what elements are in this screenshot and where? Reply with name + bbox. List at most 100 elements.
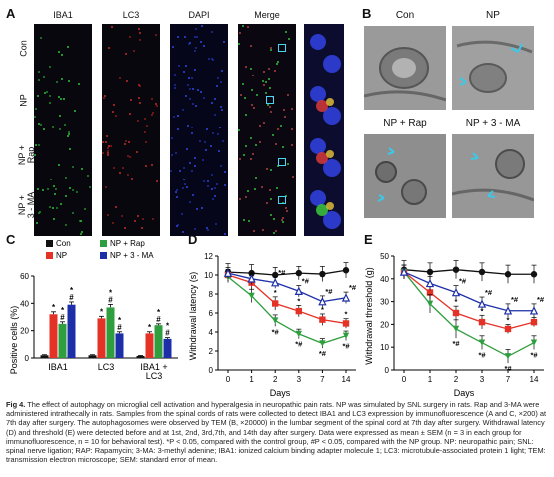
- y-tick-label: 10: [204, 271, 213, 280]
- zoom-inset: [304, 76, 344, 132]
- roi-box: [278, 158, 286, 166]
- y-tick-label: 60: [20, 272, 29, 281]
- significance-mark: #: [117, 323, 122, 332]
- micrograph-panel: [170, 24, 228, 80]
- data-point: [342, 267, 350, 274]
- roi-box: [266, 96, 274, 104]
- significance-mark: *#: [459, 277, 467, 286]
- significance-mark: #: [60, 313, 65, 322]
- data-point: [530, 318, 538, 326]
- legend-label: Con: [56, 239, 71, 248]
- data-point: [452, 266, 460, 273]
- data-point: [319, 270, 326, 278]
- series-line: [403, 271, 534, 312]
- series-line: [403, 271, 535, 358]
- data-point: [271, 278, 280, 287]
- data-point: [478, 318, 486, 326]
- significance-mark: *#: [511, 295, 519, 304]
- x-tick-label: 1: [249, 375, 254, 384]
- micrograph-panel: [34, 24, 92, 80]
- x-tick-label: 0: [226, 375, 231, 384]
- category-label: IBA1 +: [140, 362, 167, 372]
- zoom-inset: [304, 180, 344, 236]
- tem-image-np-3ma: [452, 134, 534, 218]
- chart-c-legend: Con NP NP + Rap NP + 3 - MA: [46, 239, 154, 260]
- tem-title-con: Con: [395, 10, 415, 21]
- data-point: [341, 293, 351, 302]
- y-tick-label: 30: [380, 298, 389, 307]
- bar: [163, 338, 172, 358]
- data-point: [504, 353, 512, 360]
- micrograph-panel: [238, 128, 296, 184]
- significance-mark: *#: [530, 350, 538, 359]
- data-point: [530, 339, 538, 346]
- x-tick-label: 7: [506, 375, 511, 384]
- bar: [145, 333, 154, 358]
- data-point: [478, 268, 486, 276]
- data-point: [342, 332, 350, 339]
- x-tick-label: 1: [428, 375, 433, 384]
- x-tick-label: 7: [320, 375, 325, 384]
- x-tick-label: 3: [297, 375, 302, 384]
- x-tick-label: 2: [273, 375, 278, 384]
- category-label: LC3: [146, 371, 163, 381]
- y-tick-label: 0: [385, 366, 390, 375]
- roi-box: [278, 44, 286, 52]
- significance-mark: *: [148, 323, 152, 332]
- significance-mark: *#: [302, 276, 310, 285]
- significance-mark: *#: [485, 288, 493, 297]
- x-tick-label: 2: [454, 375, 459, 384]
- panel-label-c: C: [6, 232, 16, 247]
- data-point: [399, 267, 409, 276]
- bar: [88, 355, 97, 358]
- legend-label: NP: [56, 251, 67, 260]
- data-point: [342, 320, 350, 327]
- data-point: [529, 306, 539, 315]
- significance-mark: #: [156, 315, 161, 324]
- micrograph-panel: [238, 180, 296, 236]
- x-tick-label: 3: [480, 375, 485, 384]
- data-point: [452, 309, 460, 317]
- significance-mark: *: [61, 306, 65, 315]
- significance-mark: *#: [504, 364, 512, 373]
- category-label: IBA1: [48, 362, 68, 372]
- chart-d-ylabel: Withdrawal latency (s): [188, 272, 198, 361]
- chart-d-xlabel: Days: [270, 388, 291, 398]
- y-tick-label: 4: [209, 328, 214, 337]
- micrograph-panel: [34, 180, 92, 236]
- data-point: [295, 330, 302, 338]
- significance-mark: *: [507, 315, 510, 324]
- data-point: [223, 268, 233, 277]
- legend-swatch: [46, 240, 53, 247]
- significance-mark: *: [109, 288, 113, 297]
- x-tick-label: 14: [342, 375, 351, 384]
- caption-text: The effect of autophagy on microglial ce…: [6, 400, 546, 465]
- data-point: [425, 278, 435, 288]
- data-point: [318, 297, 327, 306]
- chart-e-ylabel: Withdrawal threshold (g): [364, 267, 374, 365]
- significance-mark: *: [345, 310, 348, 319]
- significance-mark: *#: [537, 295, 545, 304]
- bar: [49, 314, 58, 358]
- significance-mark: *#: [295, 340, 303, 349]
- data-point: [478, 339, 486, 346]
- series-line: [227, 272, 347, 303]
- caption-head: Fig 4.: [6, 400, 26, 409]
- panel-label-d: D: [188, 232, 198, 247]
- series-line: [227, 269, 347, 276]
- micrograph-panel: [102, 128, 160, 184]
- significance-mark: *#: [325, 287, 333, 296]
- data-point: [295, 307, 302, 315]
- bar: [40, 355, 49, 358]
- micrograph-panel: [102, 76, 160, 132]
- bar: [58, 323, 67, 358]
- y-tick-label: 40: [380, 275, 389, 284]
- data-point: [319, 316, 326, 323]
- chart-e-xlabel: Days: [454, 388, 475, 398]
- significance-mark: *: [118, 316, 122, 325]
- legend-label: NP + 3 - MA: [110, 251, 154, 260]
- category-label: LC3: [98, 362, 115, 372]
- data-point: [504, 325, 512, 333]
- y-tick-label: 12: [204, 252, 213, 261]
- y-tick-label: 2: [209, 347, 214, 356]
